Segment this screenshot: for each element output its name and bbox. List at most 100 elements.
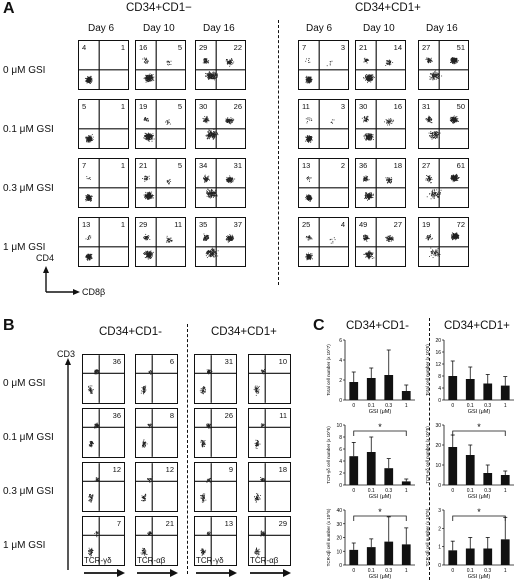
quadrant-value: 1 [120, 161, 125, 170]
quadrant-value: 16 [139, 43, 148, 52]
quadrant-value: 22 [233, 43, 242, 52]
y-tick-label: 4 [339, 459, 342, 465]
quadrant-value: 29 [199, 43, 208, 52]
y-tick-label: 20 [435, 443, 441, 449]
x-arrow [137, 569, 178, 577]
x-tick-label: 0.3 [385, 568, 392, 574]
quadrant-value: 36 [112, 411, 121, 420]
x-tick-label: 0.3 [385, 403, 392, 409]
y-tick-label: 4 [438, 386, 441, 392]
y-tick-label: 0 [339, 398, 342, 404]
bar [401, 544, 411, 565]
quadrant-value: 7 [302, 43, 307, 52]
y-tick-label: 0 [339, 563, 342, 569]
x-tick-label: 0 [352, 568, 355, 574]
flow-plot: 7 [82, 516, 125, 566]
x-tick-label: 0.3 [484, 403, 491, 409]
x-tick-label: 0 [451, 403, 454, 409]
quadrant-value: 1 [120, 102, 125, 111]
quadrant-value: 10 [278, 357, 287, 366]
quadrant-value: 21 [139, 161, 148, 170]
panel-c-group2-title: CD34+CD1+ [444, 320, 510, 332]
significance-bracket [353, 515, 407, 521]
bar [483, 383, 493, 400]
y-tick-label: 10 [435, 463, 441, 469]
row-label: 1 μM GSI [3, 540, 46, 551]
quadrant-value: 30 [359, 102, 368, 111]
flow-plot: 19 5 [135, 99, 186, 149]
y-tick-label: 40 [336, 508, 342, 514]
quadrant-value: 1 [120, 220, 125, 229]
x-tick-label: 0.1 [467, 488, 474, 494]
quadrant-value: 6 [169, 357, 174, 366]
x-axis-title: GSI (μM) [468, 574, 491, 580]
y-tick-label: 16 [435, 350, 441, 356]
y-axis-title: TCR-γδ cell number (x 10^5) [326, 426, 331, 484]
flow-plot: 13 2 [298, 158, 349, 208]
quadrant-value: 31 [233, 161, 242, 170]
row-label: 0.1 μM GSI [3, 432, 54, 443]
bar [500, 475, 510, 485]
row-label: 0 μM GSI [3, 378, 46, 389]
panel-c-divider [429, 318, 430, 580]
quadrant-value: 11 [174, 220, 182, 229]
flow-plot: 30 26 [195, 99, 246, 149]
quadrant-value: 8 [169, 411, 174, 420]
flow-plot: 35 37 [195, 217, 246, 267]
x-tick-label: 0.1 [467, 403, 474, 409]
flow-plot: 36 [82, 354, 125, 404]
panel-b-y-arrow [65, 358, 71, 570]
flow-plot: 13 1 [78, 217, 129, 267]
quadrant-value: 5 [177, 102, 182, 111]
quadrant-value: 5 [82, 102, 87, 111]
x-tick-label: 0.1 [368, 488, 375, 494]
x-tick-label: 1 [504, 488, 507, 494]
quadrant-value: 51 [456, 43, 465, 52]
quadrant-value: 3 [340, 102, 345, 111]
y-tick-label: 0 [339, 483, 342, 489]
panel-b-y-axis-label: CD3 [57, 349, 76, 359]
flow-plot: 19 72 [418, 217, 469, 267]
x-tick-label: 0.3 [385, 488, 392, 494]
y-tick-label: 30 [336, 522, 342, 528]
y-tick-label: 10 [336, 549, 342, 555]
y-tick-label: 0 [438, 563, 441, 569]
bar [448, 550, 458, 565]
x-axis-title: GSI (μM) [468, 409, 491, 415]
y-tick-label: 10 [336, 423, 342, 429]
flow-plot: 29 11 [135, 217, 186, 267]
significance-star: * [378, 422, 382, 432]
flow-plot: 30 16 [355, 99, 406, 149]
quadrant-value: 61 [456, 161, 465, 170]
quadrant-value: 27 [422, 161, 431, 170]
x-axis-label: TCR-αβ [137, 556, 166, 565]
day-label: Day 16 [203, 23, 235, 34]
quadrant-value: 25 [302, 220, 311, 229]
bar [500, 385, 510, 400]
day-label: Day 6 [306, 23, 333, 34]
quadrant-value: 9 [228, 465, 233, 474]
flow-plot: 8 [135, 408, 178, 458]
quadrant-value: 11 [279, 411, 287, 420]
quadrant-value: 13 [82, 220, 91, 229]
bar [384, 468, 394, 485]
flow-plot: 31 [194, 354, 237, 404]
bar [465, 379, 475, 400]
flow-plot: 12 [135, 462, 178, 512]
quadrant-value: 19 [139, 102, 148, 111]
panel-a-group2-title: CD34+CD1+ [355, 2, 421, 14]
y-tick-label: 0 [438, 483, 441, 489]
quadrant-value: 5 [177, 161, 182, 170]
flow-plot: 36 18 [355, 158, 406, 208]
flow-plot: 29 22 [195, 40, 246, 90]
y-tick-label: 2 [339, 471, 342, 477]
significance-bracket [452, 430, 506, 436]
flow-plot: 6 [135, 354, 178, 404]
x-tick-label: 1 [504, 403, 507, 409]
y-tick-label: 20 [435, 338, 441, 344]
panel-c-group1-title: CD34+CD1- [346, 320, 409, 332]
y-tick-label: 2 [339, 378, 342, 384]
